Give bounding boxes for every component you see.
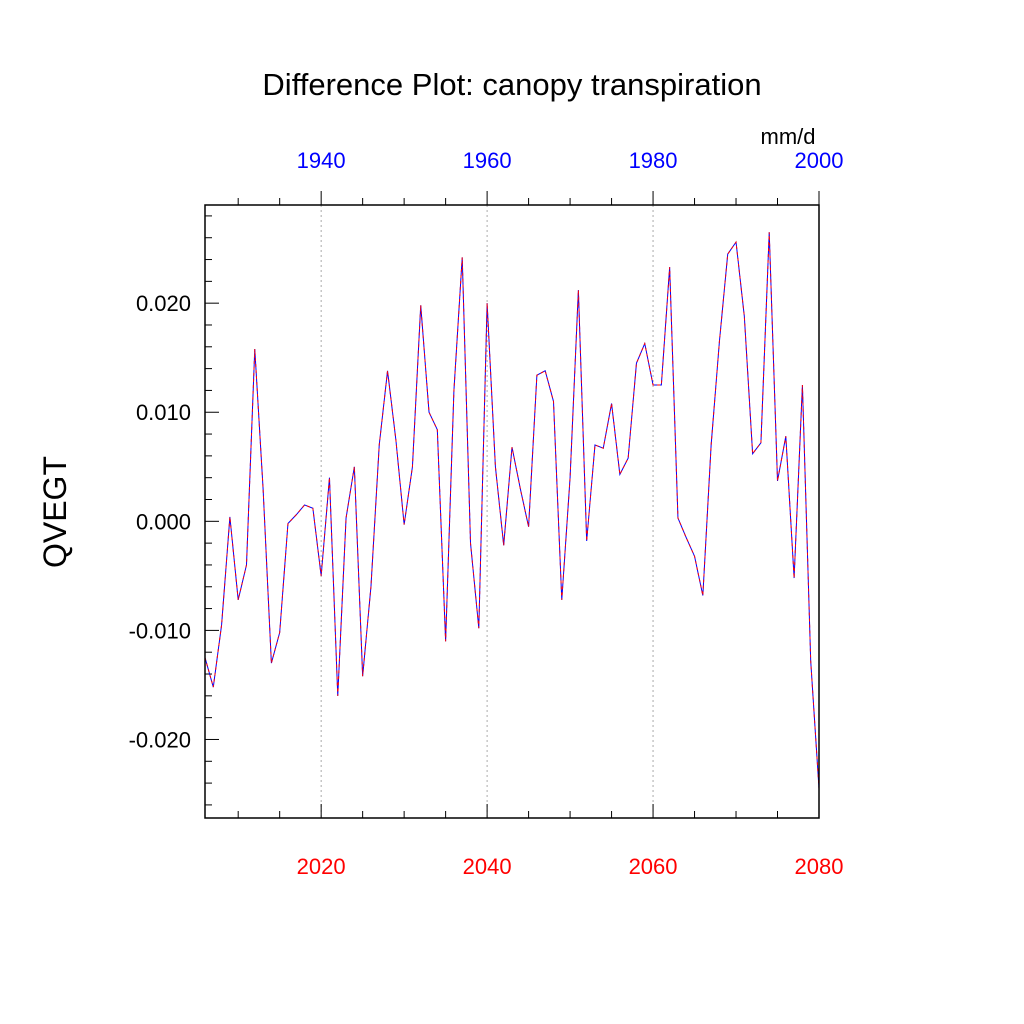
bottom-axis-tick-label: 2020 [297, 854, 346, 879]
top-axis-tick-label: 1980 [629, 148, 678, 173]
y-axis-tick-label: -0.010 [129, 618, 191, 643]
y-axis-label: QVEGT [37, 456, 73, 568]
bottom-axis-tick-label: 2040 [463, 854, 512, 879]
bottom-axis-tick-label: 2060 [629, 854, 678, 879]
y-axis-tick-label: 0.000 [136, 509, 191, 534]
chart-title: Difference Plot: canopy transpiration [262, 67, 761, 102]
top-axis-tick-label: 1960 [463, 148, 512, 173]
line-chart: Difference Plot: canopy transpiration mm… [0, 0, 1024, 1024]
top-axis-tick-label: 2000 [795, 148, 844, 173]
top-axis-tick-label: 1940 [297, 148, 346, 173]
y-axis-tick-label: 0.010 [136, 400, 191, 425]
y-axis-tick-label: -0.020 [129, 727, 191, 752]
y-axis-tick-label: 0.020 [136, 291, 191, 316]
bottom-axis-tick-label: 2080 [795, 854, 844, 879]
units-label: mm/d [761, 124, 816, 149]
